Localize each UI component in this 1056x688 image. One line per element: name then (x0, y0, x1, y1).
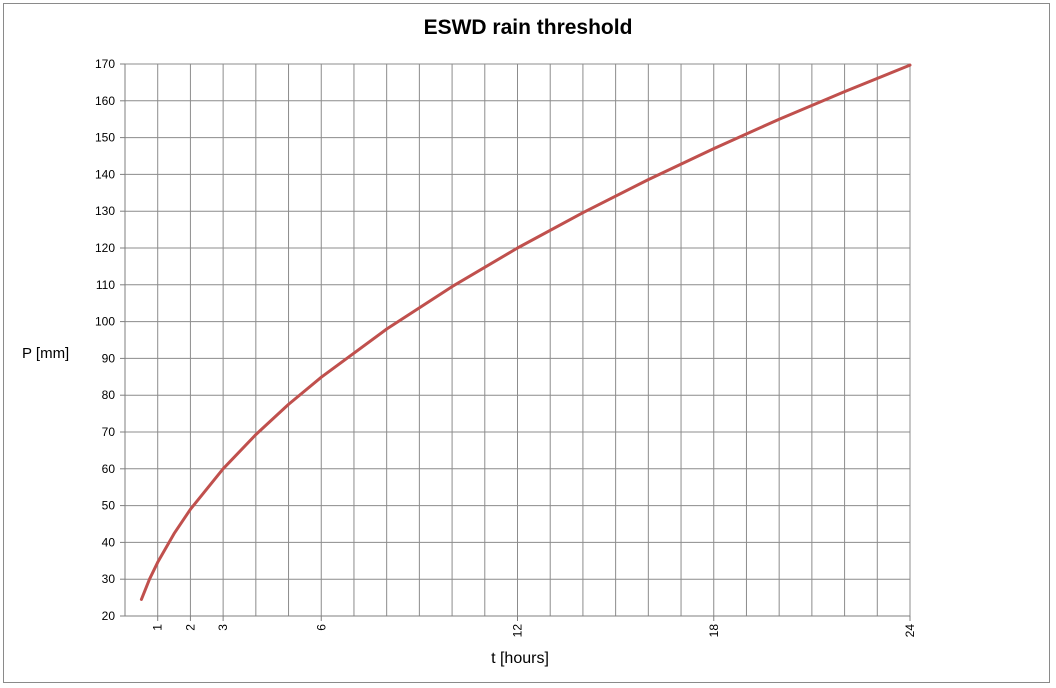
y-tick-label: 40 (102, 535, 116, 549)
y-tick-label: 150 (95, 131, 115, 145)
series-point (647, 178, 650, 181)
series-point (712, 147, 715, 150)
series-point (172, 532, 176, 535)
chart-title: ESWD rain threshold (423, 16, 633, 39)
x-tick-label: 18 (707, 624, 721, 638)
series-point (254, 433, 258, 436)
x-tick-label: 2 (183, 624, 197, 631)
series-point (148, 578, 151, 581)
y-tick-label: 120 (95, 241, 115, 255)
y-tick-label: 140 (95, 167, 115, 181)
series-point (908, 63, 912, 67)
series-point (156, 561, 159, 564)
series-point (287, 403, 290, 406)
series-point (189, 508, 192, 511)
series-point (450, 285, 454, 288)
series-point (516, 246, 519, 250)
x-tick-label: 1 (151, 624, 165, 631)
x-tick-label: 3 (216, 624, 230, 631)
y-tick-label: 100 (95, 315, 115, 329)
y-tick-label: 170 (95, 57, 115, 71)
chart-frame (3, 3, 1050, 683)
x-tick-label: 6 (314, 624, 328, 631)
y-tick-label: 80 (102, 388, 116, 402)
series-point (843, 90, 846, 93)
y-tick-label: 90 (102, 351, 116, 365)
x-axis-label: t [hours] (491, 650, 549, 667)
series-point (320, 375, 323, 379)
series-point (385, 327, 388, 331)
series-point (140, 598, 143, 601)
series-line (139, 63, 912, 601)
y-tick-label: 70 (102, 425, 116, 439)
series-point (581, 211, 585, 214)
y-tick-label: 30 (102, 572, 116, 586)
y-tick-label: 130 (95, 204, 115, 218)
y-axis-label: P [mm] (22, 345, 70, 362)
series-point (221, 467, 225, 470)
y-tick-label: 110 (96, 278, 115, 292)
y-tick-label: 60 (102, 462, 116, 476)
y-tick-label: 20 (102, 609, 116, 623)
y-tick-label: 160 (95, 94, 115, 108)
series-point (777, 118, 781, 121)
x-tick-label: 12 (511, 624, 525, 638)
x-tick-label: 24 (903, 624, 917, 638)
y-tick-label: 50 (102, 499, 116, 513)
